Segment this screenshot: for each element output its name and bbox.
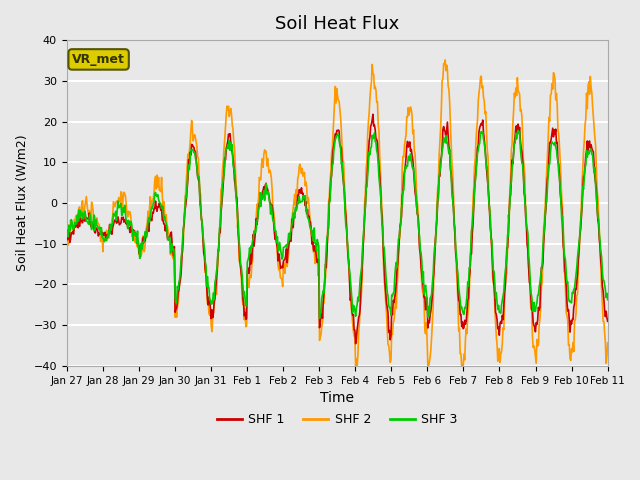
SHF 3 (404, 163, 412, 169)
SHF 2 (73, 216, 81, 222)
SHF 1 (212, 286, 220, 291)
SHF 2 (404, 114, 412, 120)
SHF 1 (420, 295, 428, 300)
Y-axis label: Soil Heat Flux (W/m2): Soil Heat Flux (W/m2) (15, 135, 28, 271)
SHF 1 (183, 186, 191, 192)
SHF 2 (212, 283, 220, 289)
SHF 2 (604, 340, 611, 346)
SHF 1 (352, 341, 360, 347)
SHF 3 (63, 231, 70, 237)
SHF 2 (442, 57, 449, 63)
Line: SHF 3: SHF 3 (67, 131, 607, 318)
Title: Soil Heat Flux: Soil Heat Flux (275, 15, 399, 33)
SHF 3 (419, 269, 427, 275)
SHF 3 (604, 297, 611, 302)
SHF 2 (419, 292, 427, 298)
SHF 2 (129, 234, 136, 240)
SHF 1 (369, 111, 377, 117)
Line: SHF 2: SHF 2 (67, 60, 607, 366)
SHF 3 (515, 128, 522, 133)
SHF 2 (183, 166, 191, 172)
Legend: SHF 1, SHF 2, SHF 3: SHF 1, SHF 2, SHF 3 (212, 408, 462, 432)
X-axis label: Time: Time (320, 391, 354, 405)
SHF 2 (63, 229, 70, 235)
SHF 3 (129, 228, 136, 233)
SHF 3 (73, 221, 81, 227)
SHF 2 (352, 363, 360, 369)
SHF 3 (212, 276, 220, 282)
Line: SHF 1: SHF 1 (67, 114, 607, 344)
SHF 1 (129, 228, 136, 234)
Text: VR_met: VR_met (72, 53, 125, 66)
SHF 1 (404, 144, 412, 150)
SHF 3 (183, 182, 191, 188)
SHF 1 (604, 318, 611, 324)
SHF 3 (316, 315, 323, 321)
SHF 1 (63, 231, 70, 237)
SHF 1 (73, 219, 81, 225)
